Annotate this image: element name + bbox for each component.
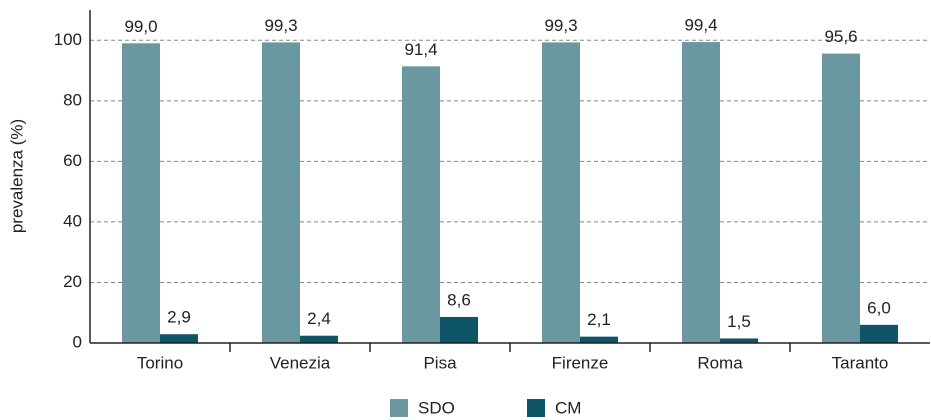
bar [262,42,300,344]
bar [542,42,580,344]
value-label: 1,5 [727,312,751,331]
y-tick-label: 40 [63,211,82,230]
y-tick-label: 20 [63,272,82,291]
x-tick-label: Pisa [423,353,457,372]
bar [160,334,198,343]
y-tick-label: 80 [63,90,82,109]
value-label: 91,4 [404,40,437,59]
y-axis-label: prevalenza (%) [7,119,26,233]
value-label: 8,6 [447,290,471,309]
x-tick-label: Roma [697,353,743,372]
value-label: 99,0 [124,17,157,36]
value-label: 99,3 [544,16,577,35]
value-label: 99,4 [684,16,717,35]
legend-swatch [527,399,545,417]
legend-label: SDO [418,398,455,417]
bar [122,43,160,344]
value-label: 2,9 [167,308,191,327]
value-label: 99,3 [264,16,297,35]
bar [860,324,898,343]
bar [720,338,758,343]
bar [300,335,338,343]
bar [402,66,440,343]
bar [580,336,618,343]
legend-swatch [390,399,408,417]
x-tick-label: Venezia [270,353,331,372]
bar [822,53,860,344]
x-tick-label: Torino [137,353,183,372]
bar [682,42,720,344]
y-tick-label: 60 [63,151,82,170]
legend-label: CM [555,398,581,417]
value-label: 6,0 [867,298,891,317]
y-tick-label: 100 [54,30,82,49]
value-label: 95,6 [824,27,857,46]
value-label: 2,4 [307,309,331,328]
y-tick-label: 0 [73,332,82,351]
x-tick-label: Firenze [552,353,609,372]
x-tick-label: Taranto [832,353,889,372]
value-label: 2,1 [587,310,611,329]
bar [440,316,478,343]
